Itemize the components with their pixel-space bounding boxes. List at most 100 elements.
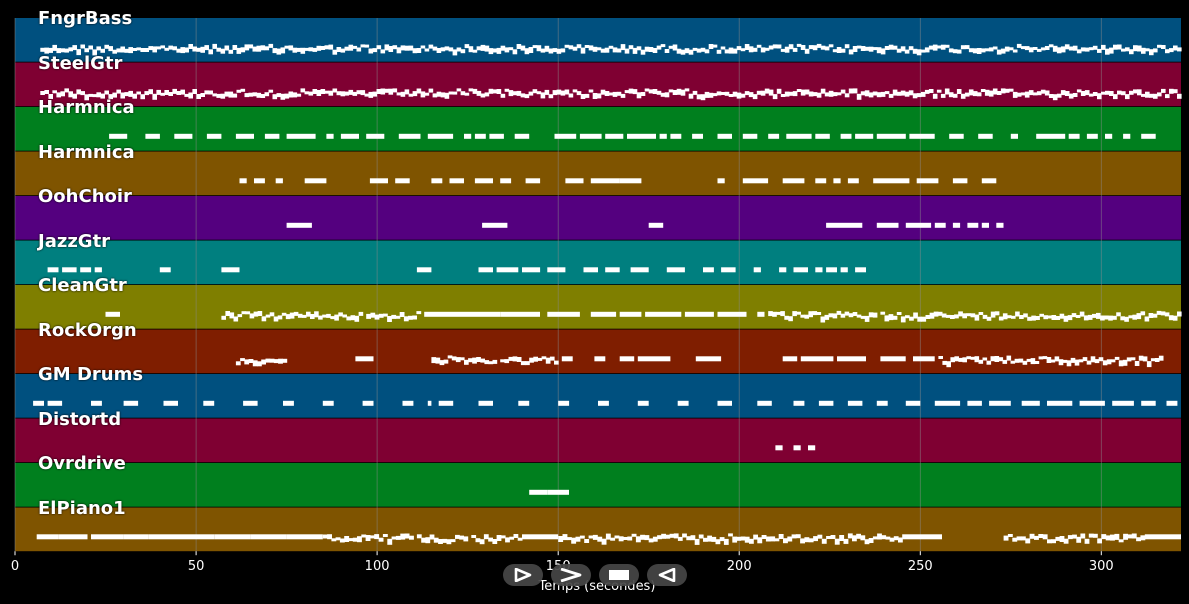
note-segment (252, 46, 258, 52)
note-segment (958, 311, 963, 317)
play-button[interactable] (503, 564, 543, 586)
note-segment (1040, 47, 1046, 51)
note-segment (488, 88, 494, 94)
note-segment (232, 93, 238, 98)
note-segment (712, 93, 718, 97)
note-segment (84, 94, 89, 101)
note-segment (1059, 313, 1065, 319)
note-segment (623, 537, 628, 540)
note-segment (522, 267, 541, 273)
note-segment (548, 94, 554, 99)
note-segment (800, 89, 806, 96)
note-segment (594, 356, 606, 362)
note-segment (645, 311, 682, 317)
note-segment (1040, 89, 1046, 94)
note-segment (1110, 359, 1116, 363)
note-segment (864, 315, 870, 322)
note-segment (720, 92, 726, 95)
note-segment (584, 93, 590, 98)
note-segment (664, 49, 670, 53)
note-segment (500, 311, 540, 317)
note-segment (280, 47, 286, 54)
note-segment (788, 316, 793, 322)
note-segment (817, 534, 823, 539)
note-segment (619, 178, 642, 184)
note-segment (214, 534, 251, 540)
note-segment (677, 536, 683, 541)
note-segment (598, 400, 609, 406)
note-segment (478, 400, 493, 406)
note-segment (404, 89, 410, 95)
track-label: ElPiano1 (38, 497, 126, 519)
stop-button[interactable] (599, 564, 639, 586)
note-segment (1113, 44, 1118, 50)
note-segment (52, 44, 57, 51)
note-segment (696, 48, 702, 53)
note-segment (1137, 45, 1142, 52)
note-segment (136, 91, 141, 95)
note-segment (450, 539, 456, 543)
note-segment (925, 315, 931, 319)
note-segment (768, 133, 780, 139)
note-segment (1048, 44, 1054, 48)
note-segment (932, 44, 938, 51)
note-segment (476, 357, 481, 362)
note-segment (1021, 400, 1040, 406)
note-segment (297, 313, 303, 318)
note-segment (464, 92, 470, 96)
note-segment (1071, 313, 1077, 318)
note-segment (468, 358, 473, 363)
note-segment (808, 45, 814, 50)
note-segment (1094, 359, 1100, 364)
note-segment (1079, 311, 1085, 317)
note-segment (1052, 94, 1058, 101)
note-segment (438, 539, 443, 544)
note-segment (680, 89, 686, 96)
note-segment (164, 47, 169, 51)
note-segment (1123, 133, 1131, 139)
note-segment (412, 91, 418, 97)
note-segment (328, 90, 334, 96)
note-segment (52, 90, 57, 94)
note-segment (885, 536, 891, 540)
note-segment (1141, 133, 1156, 139)
note-segment (946, 361, 951, 368)
note-segment (1125, 47, 1130, 52)
note-segment (480, 93, 486, 98)
note-segment (1002, 359, 1008, 364)
note-segment (996, 91, 1002, 95)
note-segment (631, 533, 637, 537)
note-segment (416, 534, 422, 539)
note-segment (455, 534, 460, 539)
note-segment (843, 538, 849, 544)
note-segment (1120, 316, 1125, 321)
note-segment (1059, 536, 1065, 542)
note-segment (864, 90, 870, 97)
note-segment (149, 534, 178, 540)
note-segment (839, 535, 845, 541)
note-segment (304, 91, 310, 95)
fast-forward-button[interactable] (551, 564, 591, 586)
note-segment (700, 94, 706, 101)
note-segment (250, 534, 287, 540)
note-segment (80, 44, 85, 49)
note-segment (1056, 93, 1062, 98)
note-segment (440, 47, 446, 52)
note-segment (956, 89, 962, 94)
note-segment (648, 222, 664, 228)
note-segment (1092, 92, 1098, 96)
note-segment (545, 357, 551, 364)
note-segment (460, 91, 466, 96)
note-segment (604, 47, 610, 53)
note-segment (508, 90, 514, 97)
note-segment (235, 133, 254, 139)
note-segment (564, 89, 570, 95)
note-segment (1088, 47, 1094, 51)
note-segment (68, 91, 73, 98)
note-segment (301, 314, 307, 318)
rewind-button[interactable] (647, 564, 687, 586)
note-segment (248, 359, 254, 363)
note-segment (1006, 355, 1012, 361)
note-segment (876, 133, 906, 139)
note-segment (444, 92, 450, 99)
